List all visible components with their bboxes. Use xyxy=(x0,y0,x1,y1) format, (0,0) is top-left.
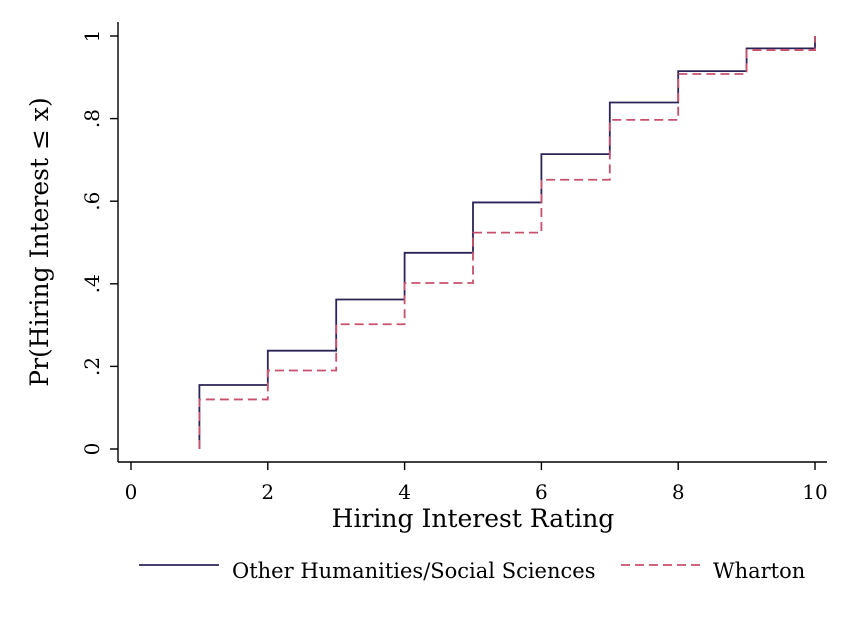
y-tick-label: .6 xyxy=(80,192,104,211)
y-tick-label: 0 xyxy=(80,443,104,456)
x-tick-label: 0 xyxy=(125,480,138,504)
legend-label-wharton: Wharton xyxy=(713,559,805,583)
x-tick-label: 8 xyxy=(672,480,685,504)
series-layer xyxy=(198,36,816,449)
x-tick-label: 4 xyxy=(398,480,411,504)
y-axis-ticks: 0 .2 .4 .6 .8 1 xyxy=(80,30,118,456)
series-line-1 xyxy=(198,36,816,449)
legend: Other Humanities/Social Sciences Wharton xyxy=(139,559,805,583)
x-tick-label: 6 xyxy=(535,480,548,504)
y-tick-label: .4 xyxy=(80,274,104,293)
y-tick-label: 1 xyxy=(80,30,104,43)
y-tick-label: .8 xyxy=(80,109,104,128)
x-axis-ticks: 0 2 4 6 8 10 xyxy=(125,462,828,504)
y-tick-label: .2 xyxy=(80,357,104,376)
x-axis-title: Hiring Interest Rating xyxy=(332,504,615,533)
legend-label-other-humanities: Other Humanities/Social Sciences xyxy=(232,559,595,583)
series-line-0 xyxy=(198,36,816,449)
x-tick-label: 10 xyxy=(802,480,827,504)
x-tick-label: 2 xyxy=(261,480,274,504)
y-axis-title: Pr(Hiring Interest ≤ x) xyxy=(25,97,54,386)
